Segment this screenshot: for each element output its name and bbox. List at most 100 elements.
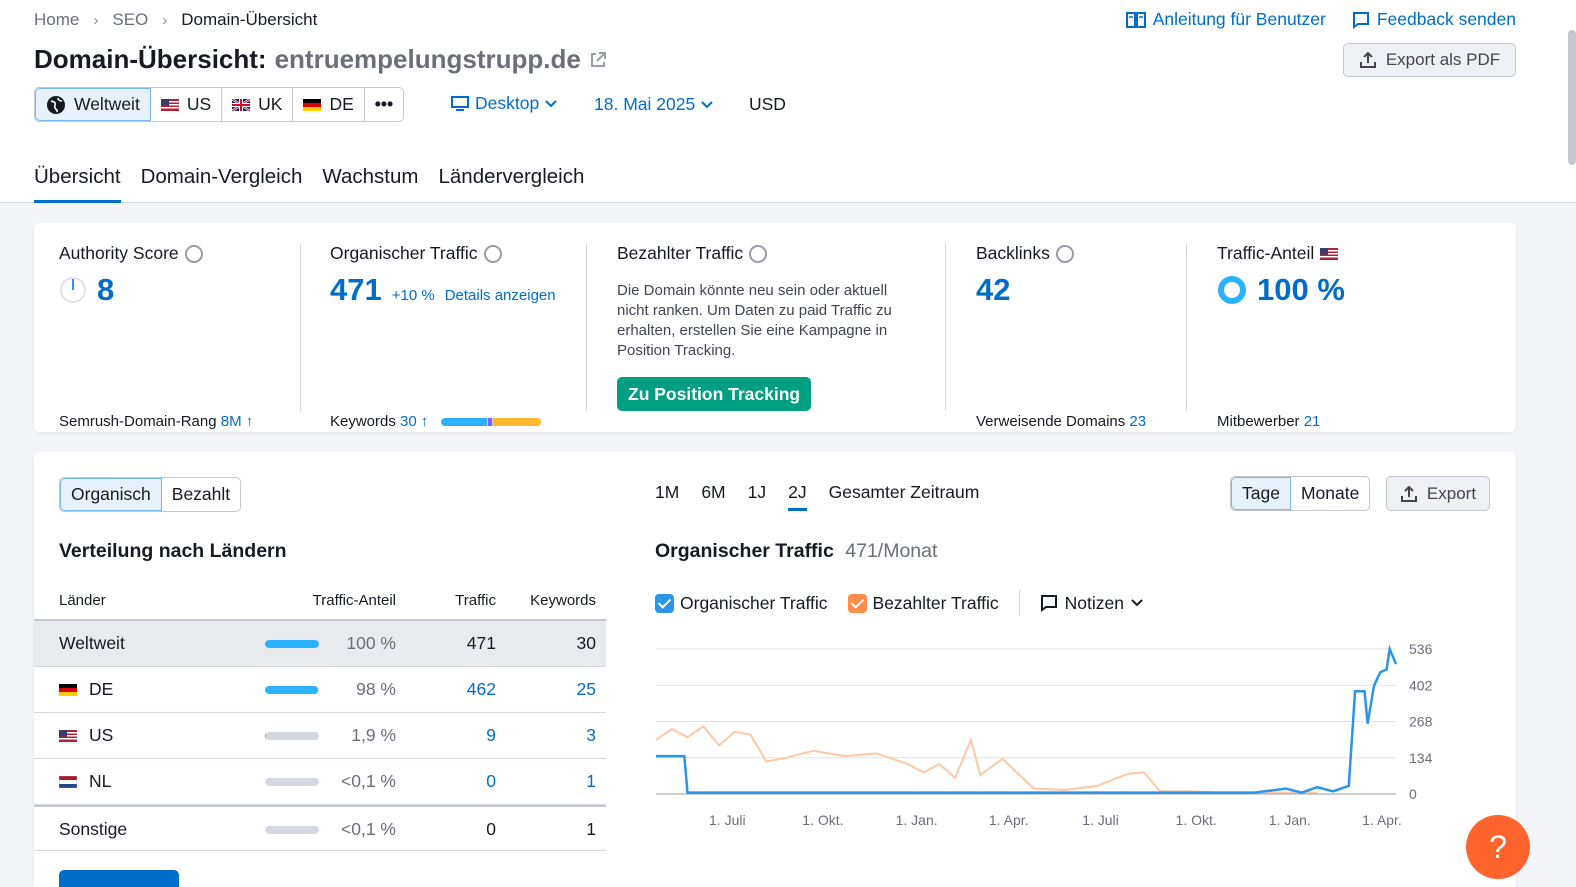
- y-tick-label: 402: [1409, 677, 1433, 693]
- traffic-value[interactable]: 9: [486, 725, 496, 745]
- table-row[interactable]: US 1,9 % 9 3: [34, 713, 606, 759]
- authority-score-value[interactable]: 8: [97, 272, 115, 307]
- referring-domains-value[interactable]: 23: [1129, 413, 1147, 430]
- country-name: DE: [89, 679, 114, 699]
- device-dropdown[interactable]: Desktop: [451, 93, 557, 114]
- breadcrumb-seo[interactable]: SEO: [112, 10, 149, 29]
- breadcrumb-home[interactable]: Home: [34, 10, 80, 29]
- period-all[interactable]: Gesamter Zeitraum: [828, 482, 980, 502]
- legend-paid[interactable]: Bezahlter Traffic: [847, 593, 999, 614]
- position-tracking-button[interactable]: Zu Position Tracking: [617, 377, 812, 411]
- seg-paid[interactable]: Bezahlt: [171, 484, 231, 504]
- seg-organic[interactable]: Organisch: [60, 478, 162, 511]
- country-name: NL: [89, 771, 112, 791]
- seg-days[interactable]: Tage: [1231, 477, 1291, 510]
- user-guide-label: Anleitung für Benutzer: [1152, 9, 1326, 29]
- table-row[interactable]: Weltweit 100 % 471 30: [34, 621, 606, 667]
- period-1m[interactable]: 1M: [655, 482, 680, 502]
- geo-selector: Weltweit US UK DE •••: [34, 87, 405, 122]
- info-icon[interactable]: [184, 244, 203, 263]
- geo-uk-label: UK: [258, 94, 283, 114]
- traffic-share-widget: Traffic-Anteil 100 % Mitbewerber 21: [1217, 243, 1345, 430]
- geo-worldwide[interactable]: Weltweit: [35, 88, 151, 121]
- geo-us-label: US: [186, 94, 212, 114]
- keywords-value: 30: [576, 633, 596, 653]
- col-keywords[interactable]: Keywords: [530, 592, 596, 609]
- info-icon[interactable]: [749, 244, 768, 263]
- backlinks-widget: Backlinks 42 Verweisende Domains 23: [976, 243, 1146, 430]
- table-row[interactable]: NL <0,1 % 0 1: [34, 759, 606, 805]
- backlinks-value[interactable]: 42: [976, 272, 1011, 307]
- paid-traffic-widget: Bezahlter Traffic Die Domain könnte neu …: [617, 243, 917, 411]
- divider: [1186, 243, 1187, 411]
- period-1y[interactable]: 1J: [747, 482, 767, 502]
- info-icon[interactable]: [1055, 244, 1074, 263]
- organic-traffic-label: Organischer Traffic: [330, 243, 478, 263]
- tab-domain-compare[interactable]: Domain-Vergleich: [140, 165, 303, 188]
- competitors-value[interactable]: 21: [1303, 413, 1321, 430]
- geo-de[interactable]: DE: [293, 88, 365, 121]
- currency-label: USD: [749, 94, 786, 114]
- x-tick-label: 1. Apr.: [1362, 812, 1402, 828]
- keywords-value[interactable]: 3: [586, 725, 596, 745]
- period-2y[interactable]: 2J: [788, 482, 807, 511]
- page-scrollbar[interactable]: [1568, 30, 1576, 165]
- keywords-value[interactable]: 1: [586, 771, 596, 791]
- divider: [1018, 590, 1020, 616]
- col-share[interactable]: Traffic-Anteil: [312, 592, 396, 609]
- traffic-chart[interactable]: 0 134 268 402 536 1. Juli 1. Okt. 1. Jan. 1. Apr…: [644, 634, 1484, 834]
- details-link[interactable]: Details anzeigen: [444, 287, 556, 304]
- info-icon[interactable]: [483, 244, 502, 263]
- domain-name: entruempelungstrupp.de: [274, 44, 581, 74]
- chevron-down-icon: [701, 100, 713, 108]
- period-selector: 1M 6M 1J 2J Gesamter Zeitraum: [655, 482, 979, 511]
- col-traffic[interactable]: Traffic: [455, 592, 496, 609]
- country-name: Weltweit: [59, 633, 125, 653]
- col-country[interactable]: Länder: [59, 592, 106, 609]
- country-cell: NL: [59, 771, 111, 792]
- paid-traffic-label: Bezahlter Traffic: [617, 243, 744, 263]
- organic-traffic-value[interactable]: 471: [330, 272, 382, 307]
- feedback-link[interactable]: Feedback senden: [1352, 9, 1516, 30]
- notes-dropdown[interactable]: Notizen: [1040, 593, 1143, 614]
- user-guide-link[interactable]: Anleitung für Benutzer: [1125, 9, 1326, 30]
- traffic-value[interactable]: 462: [466, 679, 496, 699]
- country-cell: US: [59, 725, 113, 746]
- traffic-value: 0: [486, 819, 496, 839]
- legend-organic[interactable]: Organischer Traffic: [655, 593, 828, 614]
- traffic-value: 471: [466, 633, 496, 653]
- chart-export-button[interactable]: Export: [1386, 476, 1490, 511]
- date-dropdown[interactable]: 18. Mai 2025: [594, 94, 713, 115]
- upload-icon: [1400, 485, 1417, 502]
- table-header: Länder Traffic-Anteil Traffic Keywords: [34, 582, 606, 621]
- tab-country-compare[interactable]: Ländervergleich: [438, 165, 585, 188]
- geo-more-button[interactable]: •••: [365, 88, 403, 121]
- de-flag-icon: [303, 98, 322, 111]
- authority-score-widget: Authority Score 8 Semrush-Domain-Rang 8M…: [59, 243, 253, 430]
- tab-overview[interactable]: Übersicht: [34, 165, 121, 203]
- external-link-icon[interactable]: [589, 51, 607, 69]
- y-tick-label: 134: [1409, 750, 1433, 766]
- keywords-value[interactable]: 25: [576, 679, 596, 699]
- chart-title: Organischer Traffic 471/Monat: [655, 540, 937, 563]
- geo-us[interactable]: US: [151, 88, 223, 121]
- keywords-value[interactable]: 30 ↑: [400, 413, 429, 430]
- traffic-value[interactable]: 0: [486, 771, 496, 791]
- tab-growth[interactable]: Wachstum: [322, 165, 419, 188]
- domain-rank-value[interactable]: 8M ↑: [220, 413, 254, 430]
- geo-uk[interactable]: UK: [222, 88, 294, 121]
- seg-months[interactable]: Monate: [1300, 483, 1360, 503]
- us-flag-icon: [1320, 247, 1339, 260]
- more-icon: •••: [374, 94, 394, 114]
- export-pdf-button[interactable]: Export als PDF: [1343, 43, 1516, 77]
- help-button[interactable]: ?: [1466, 815, 1530, 879]
- country-table: Länder Traffic-Anteil Traffic Keywords W…: [34, 582, 606, 851]
- traffic-share-value[interactable]: 100 %: [1257, 272, 1345, 307]
- table-row[interactable]: DE 98 % 462 25: [34, 667, 606, 713]
- period-6m[interactable]: 6M: [701, 482, 726, 502]
- geo-worldwide-label: Weltweit: [74, 94, 140, 114]
- granularity-toggle: Tage Monate: [1230, 476, 1371, 511]
- compare-button[interactable]: [59, 870, 179, 887]
- table-row[interactable]: Sonstige <0,1 % 0 1: [34, 805, 606, 851]
- authority-score-label: Authority Score: [59, 243, 179, 263]
